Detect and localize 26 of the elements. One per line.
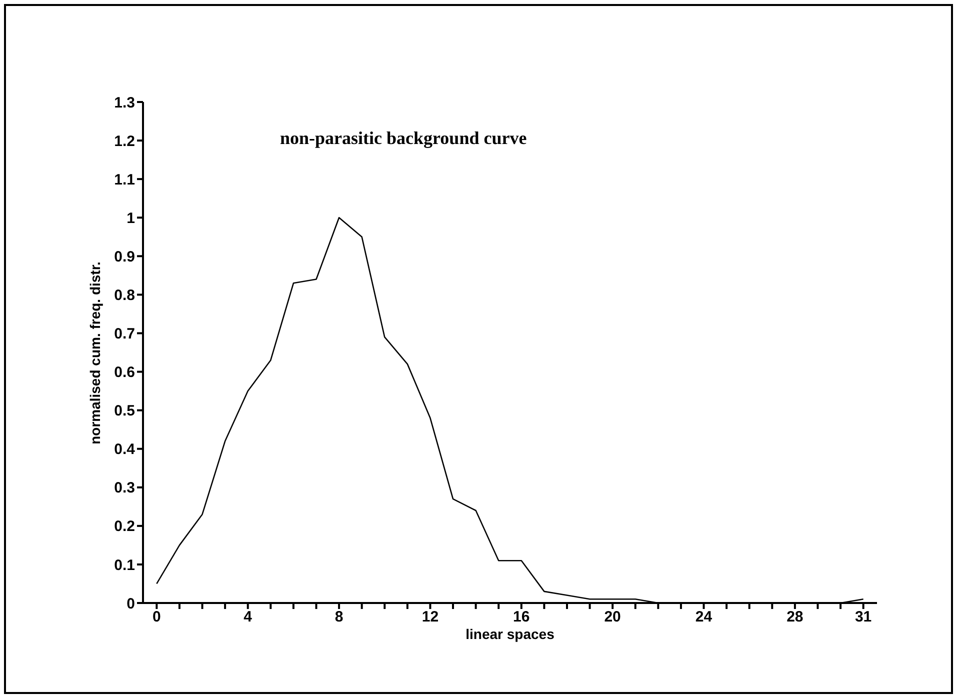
x-tick-label: 24: [695, 608, 713, 626]
y-tick-label: 0.2: [114, 518, 135, 536]
x-tick-label: 28: [786, 608, 804, 626]
y-tick-label: 0.3: [114, 480, 135, 497]
y-tick-label: 0: [126, 595, 135, 612]
y-tick-label: 0.8: [114, 287, 135, 304]
y-tick-label: 1.3: [114, 94, 135, 112]
x-tick-label: 8: [334, 608, 344, 626]
x-tick-label: 31: [854, 608, 872, 626]
x-tick-label: 16: [513, 608, 530, 626]
y-axis-title: normalised cum. freq. distr.: [87, 261, 103, 444]
y-tick-label: 0.7: [114, 326, 135, 343]
y-tick-label: 1.2: [114, 132, 135, 150]
x-tick-label: 20: [604, 608, 621, 626]
y-tick-label: 0.6: [114, 364, 135, 382]
text: non-parasitic background curve: [280, 128, 527, 149]
y-tick-label: 0.5: [114, 402, 135, 420]
y-tick-label: 0.4: [114, 441, 136, 458]
y-tick-label: 1.1: [114, 171, 135, 188]
y-tick-label: 1: [126, 210, 135, 227]
y-tick-label: 0.1: [114, 556, 135, 574]
x-axis-title: linear spaces: [464, 626, 556, 642]
x-tick-label: 4: [244, 608, 253, 626]
y-tick-label: 0.9: [114, 248, 135, 266]
x-tick-label: 12: [422, 608, 439, 626]
x-tick-label: 0: [152, 608, 161, 626]
